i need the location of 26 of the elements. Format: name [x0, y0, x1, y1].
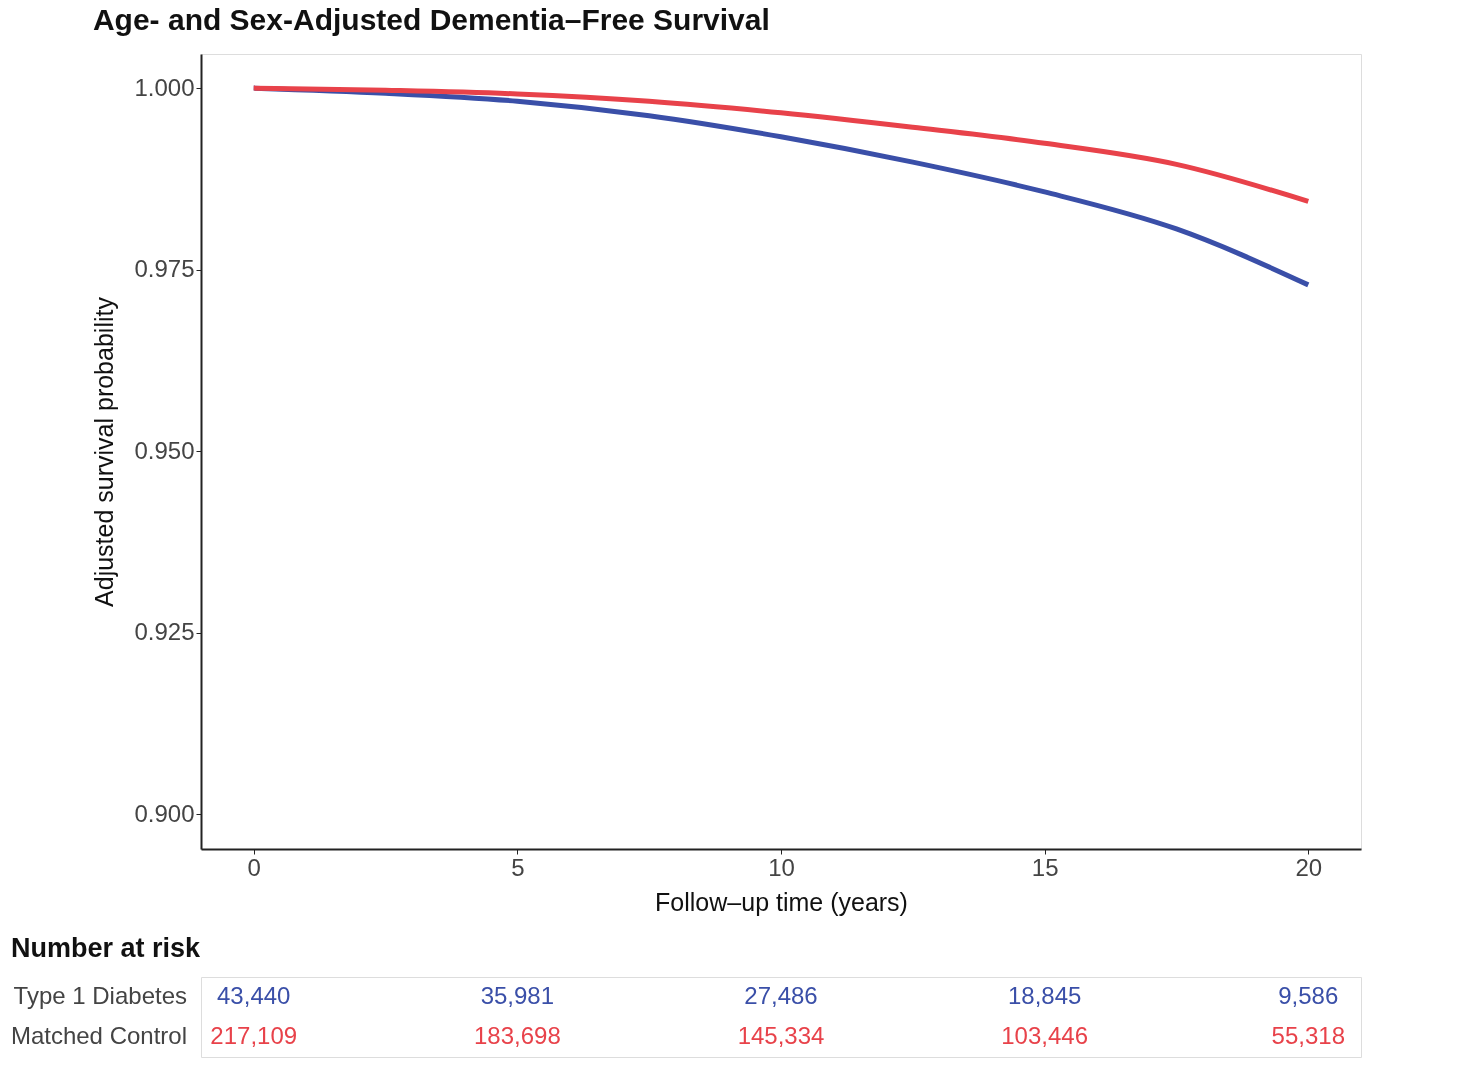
text: 103,446	[1001, 1022, 1089, 1049]
text: 55,318	[1271, 1022, 1345, 1049]
y-tick-label: 0.900	[134, 799, 195, 827]
y-tick-label: 1.000	[134, 73, 195, 101]
text: Matched Control	[10, 1022, 187, 1049]
chart-title: Age- and Sex-Adjusted Dementia–Free Survival	[92, 3, 770, 36]
text: Number at risk	[10, 933, 201, 963]
text: 183,698	[473, 1022, 561, 1049]
text: 9,586	[1278, 982, 1339, 1009]
x-tick-label: 0	[247, 853, 261, 881]
text: 145,334	[737, 1022, 825, 1049]
x-axis-title: Follow–up time (years)	[655, 887, 908, 916]
x-tick-label: 15	[1031, 853, 1059, 881]
x-tick-label: 10	[768, 853, 795, 881]
text: 27,486	[744, 982, 818, 1009]
y-tick-label: 0.925	[134, 618, 195, 646]
text: 217,109	[210, 1022, 298, 1049]
text: Type 1 Diabetes	[13, 982, 187, 1009]
x-tick-label: 5	[511, 853, 525, 881]
text: 18,845	[1007, 982, 1082, 1009]
y-tick-label: 0.975	[134, 255, 195, 283]
x-tick-label: 20	[1295, 853, 1323, 881]
text: 35,981	[480, 982, 555, 1009]
text: 43,440	[217, 982, 291, 1009]
y-tick-label: 0.950	[134, 436, 195, 464]
y-axis-title: Adjusted survival probability	[90, 296, 119, 607]
